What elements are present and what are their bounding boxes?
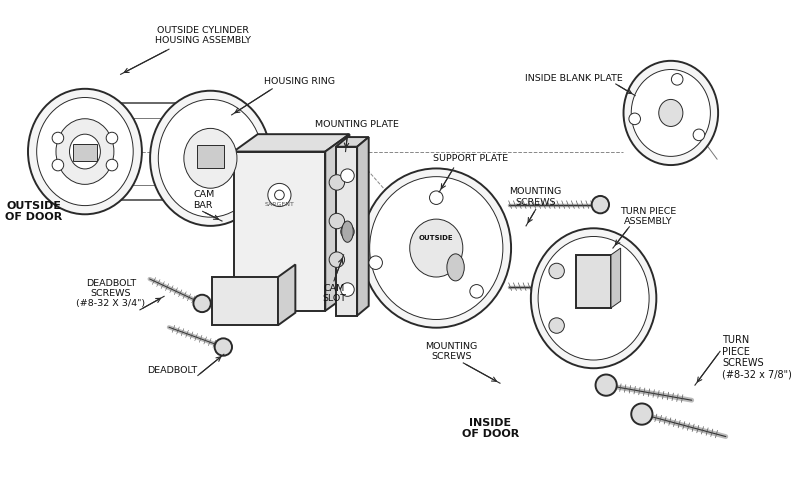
Ellipse shape	[538, 236, 649, 360]
Circle shape	[341, 169, 354, 182]
Polygon shape	[576, 255, 611, 308]
Circle shape	[629, 113, 641, 124]
Circle shape	[329, 214, 345, 229]
Circle shape	[430, 191, 443, 204]
Ellipse shape	[150, 90, 270, 226]
Text: SARGENT: SARGENT	[265, 202, 294, 207]
Text: DEADBOLT
SCREWS
(#8-32 X 3/4"): DEADBOLT SCREWS (#8-32 X 3/4")	[77, 278, 146, 308]
Text: OUTSIDE: OUTSIDE	[419, 236, 454, 242]
Circle shape	[106, 132, 118, 144]
Circle shape	[693, 129, 705, 140]
Text: CAM
BAR: CAM BAR	[193, 190, 214, 210]
Circle shape	[52, 132, 64, 144]
Ellipse shape	[28, 89, 142, 214]
Polygon shape	[278, 264, 295, 326]
Polygon shape	[336, 137, 369, 146]
Text: INSIDE
OF DOOR: INSIDE OF DOOR	[462, 418, 519, 440]
Text: OUTSIDE
OF DOOR: OUTSIDE OF DOOR	[5, 200, 62, 222]
Polygon shape	[234, 134, 350, 152]
Polygon shape	[326, 134, 350, 311]
Polygon shape	[611, 248, 621, 308]
Ellipse shape	[658, 100, 683, 126]
Text: MOUNTING PLATE: MOUNTING PLATE	[315, 120, 399, 129]
Ellipse shape	[410, 219, 463, 277]
Text: DEADBOLT: DEADBOLT	[146, 366, 197, 375]
Circle shape	[592, 278, 609, 295]
Ellipse shape	[158, 100, 262, 217]
Ellipse shape	[342, 221, 354, 242]
Ellipse shape	[531, 228, 656, 368]
Circle shape	[671, 74, 683, 85]
Text: MOUNTING
SCREWS: MOUNTING SCREWS	[426, 342, 478, 361]
Circle shape	[341, 283, 354, 296]
Circle shape	[106, 160, 118, 171]
Text: SUPPORT PLATE: SUPPORT PLATE	[434, 154, 509, 163]
Text: MOUNTING
SCREWS: MOUNTING SCREWS	[510, 187, 562, 206]
Ellipse shape	[70, 134, 100, 169]
Circle shape	[341, 225, 354, 238]
Polygon shape	[234, 152, 326, 311]
Ellipse shape	[184, 128, 237, 188]
Circle shape	[631, 404, 653, 424]
Circle shape	[470, 284, 483, 298]
Polygon shape	[357, 137, 369, 316]
Ellipse shape	[623, 61, 718, 165]
Circle shape	[329, 252, 345, 268]
Circle shape	[274, 190, 284, 200]
Text: OUTSIDE CYLINDER
HOUSING ASSEMBLY: OUTSIDE CYLINDER HOUSING ASSEMBLY	[154, 26, 250, 46]
Ellipse shape	[362, 168, 511, 328]
Circle shape	[268, 184, 291, 206]
Text: TURN
PIECE
SCREWS
(#8-32 x 7/8"): TURN PIECE SCREWS (#8-32 x 7/8")	[722, 335, 792, 380]
Circle shape	[369, 256, 382, 270]
Text: HOUSING RING: HOUSING RING	[264, 76, 334, 86]
Text: CAM
SLOT: CAM SLOT	[322, 284, 346, 303]
Circle shape	[549, 318, 564, 334]
Ellipse shape	[447, 254, 464, 281]
Circle shape	[52, 160, 64, 171]
Circle shape	[214, 338, 232, 355]
Ellipse shape	[37, 98, 133, 206]
Circle shape	[329, 174, 345, 190]
Text: TURN PIECE
ASSEMBLY: TURN PIECE ASSEMBLY	[621, 206, 677, 226]
Ellipse shape	[370, 176, 503, 320]
Polygon shape	[336, 146, 357, 316]
Circle shape	[549, 263, 564, 278]
Ellipse shape	[631, 70, 710, 156]
Text: INSIDE BLANK PLATE: INSIDE BLANK PLATE	[526, 74, 623, 82]
Circle shape	[592, 196, 609, 214]
Bar	[197, 145, 224, 168]
Polygon shape	[212, 277, 278, 326]
Ellipse shape	[56, 118, 114, 184]
Bar	[74, 144, 97, 161]
Circle shape	[194, 294, 210, 312]
Circle shape	[595, 374, 617, 396]
